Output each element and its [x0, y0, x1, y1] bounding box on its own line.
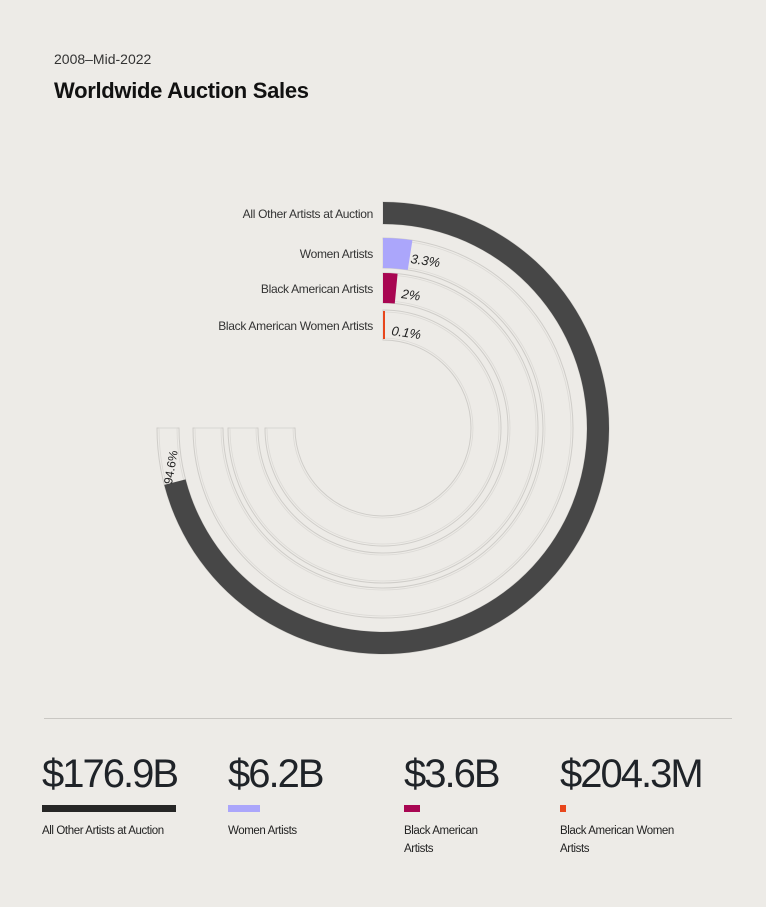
category-label: Black American Artists	[261, 282, 373, 296]
radial-bar-chart: All Other Artists at Auction 94.6% Women A…	[156, 201, 610, 655]
stat-label: Black American Artists	[404, 825, 478, 855]
percent-label: 0.1%	[391, 323, 422, 342]
ring-track-inner-line	[266, 311, 500, 545]
legend-swatch	[228, 805, 260, 812]
legend-swatch	[560, 805, 566, 812]
stat-women: $6.2B Women Artists	[228, 752, 358, 840]
ring-track-inner-line	[229, 274, 537, 582]
stat-black-american: $3.6B Black American Artists	[404, 752, 504, 858]
stat-label: Black American Women Artists	[560, 825, 674, 855]
bar-1	[383, 238, 413, 270]
stat-all-other: $176.9B All Other Artists at Auction	[42, 752, 179, 840]
ring-track	[227, 272, 539, 584]
chart-title: Worldwide Auction Sales	[54, 78, 309, 103]
stat-label: Women Artists	[228, 825, 297, 837]
stat-value: $204.3M	[560, 752, 704, 796]
stat-label: All Other Artists at Auction	[42, 825, 164, 837]
stat-black-american-women: $204.3M Black American Women Artists	[560, 752, 704, 858]
stat-value: $6.2B	[228, 752, 325, 796]
percent-label: 94.6%	[161, 449, 181, 485]
stat-value: $176.9B	[42, 752, 179, 796]
percent-label: 3.3%	[410, 251, 441, 270]
chart-subtitle: 2008–Mid-2022	[54, 51, 152, 67]
category-label: All Other Artists at Auction	[243, 207, 373, 221]
legend-swatch	[42, 805, 176, 812]
ring-track	[264, 309, 502, 547]
category-label: Women Artists	[300, 247, 374, 261]
ring-track-inner-line	[194, 239, 572, 617]
stat-value: $3.6B	[404, 752, 501, 796]
bar-3	[383, 311, 385, 339]
divider	[44, 718, 732, 719]
bar-2	[383, 273, 398, 304]
category-label: Black American Women Artists	[218, 319, 373, 333]
legend-swatch	[404, 805, 420, 812]
ring-track	[192, 237, 574, 619]
percent-label: 2%	[400, 286, 422, 304]
